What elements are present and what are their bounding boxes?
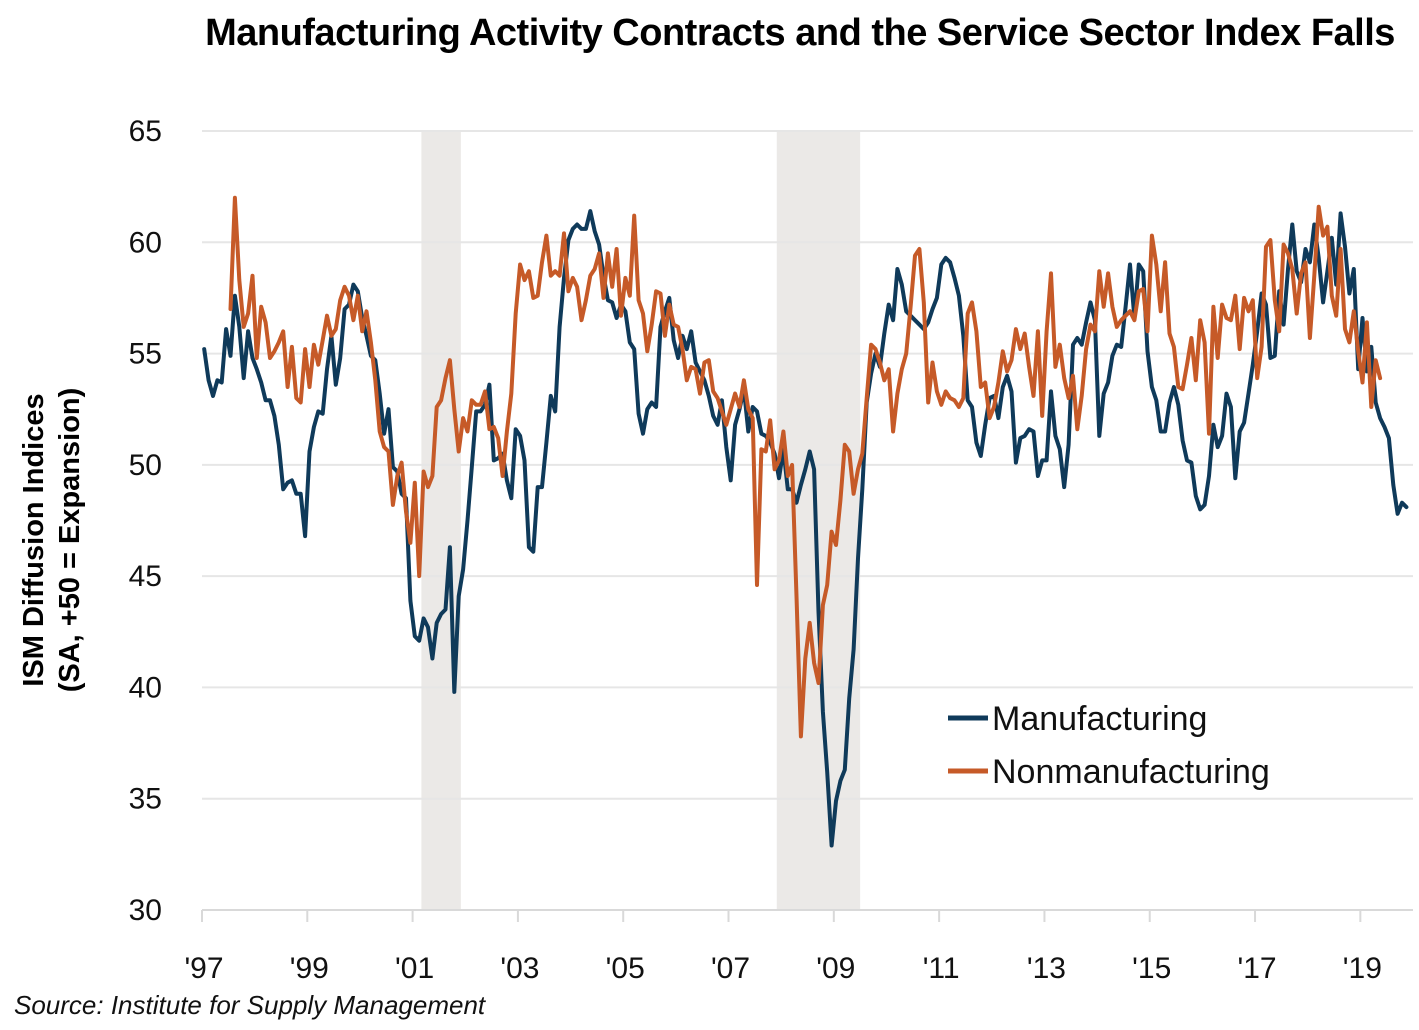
- y-tick-label: 55: [129, 338, 162, 371]
- x-tick-label: '13: [1027, 952, 1066, 985]
- x-tick-label: '01: [395, 952, 434, 985]
- x-tick-label: '15: [1132, 952, 1171, 985]
- y-axis-ticks: 30 35 40 45 50 55 60 65: [129, 115, 162, 927]
- chart-title: Manufacturing Activity Contracts and the…: [205, 12, 1395, 54]
- recession-shading: [421, 131, 861, 910]
- y-tick-label: 40: [129, 671, 162, 704]
- x-tick-label: '03: [500, 952, 539, 985]
- x-tick-label: '11: [923, 952, 960, 985]
- recession-band-2: [776, 131, 861, 910]
- source-note: Source: Institute for Supply Management: [14, 990, 486, 1020]
- x-tick-label: '19: [1343, 952, 1382, 985]
- x-tick-label: '09: [816, 952, 855, 985]
- y-tick-label: 60: [129, 226, 162, 259]
- x-tick-label: '07: [711, 952, 750, 985]
- x-tick-label: '99: [290, 952, 329, 985]
- legend-label-manufacturing: Manufacturing: [992, 700, 1207, 738]
- recession-band-1: [421, 131, 461, 910]
- y-tick-label: 65: [129, 115, 162, 148]
- legend: Manufacturing Nonmanufacturing: [948, 700, 1270, 791]
- y-tick-label: 30: [129, 894, 162, 927]
- series-lines: [202, 195, 1409, 848]
- x-tick-label: '05: [606, 952, 645, 985]
- x-tick-label: '97: [184, 952, 223, 985]
- series-line-nonmanufacturing: [228, 195, 1383, 739]
- y-tick-label: 35: [129, 783, 162, 816]
- x-axis-ticks: '97 '99 '01 '03 '05 '07 '09 '11 '13 '15 '17 '19: [184, 910, 1382, 985]
- legend-label-nonmanufacturing: Nonmanufacturing: [992, 753, 1270, 791]
- y-tick-label: 45: [129, 560, 162, 593]
- y-tick-label: 50: [129, 449, 162, 482]
- x-tick-label: '17: [1237, 952, 1276, 985]
